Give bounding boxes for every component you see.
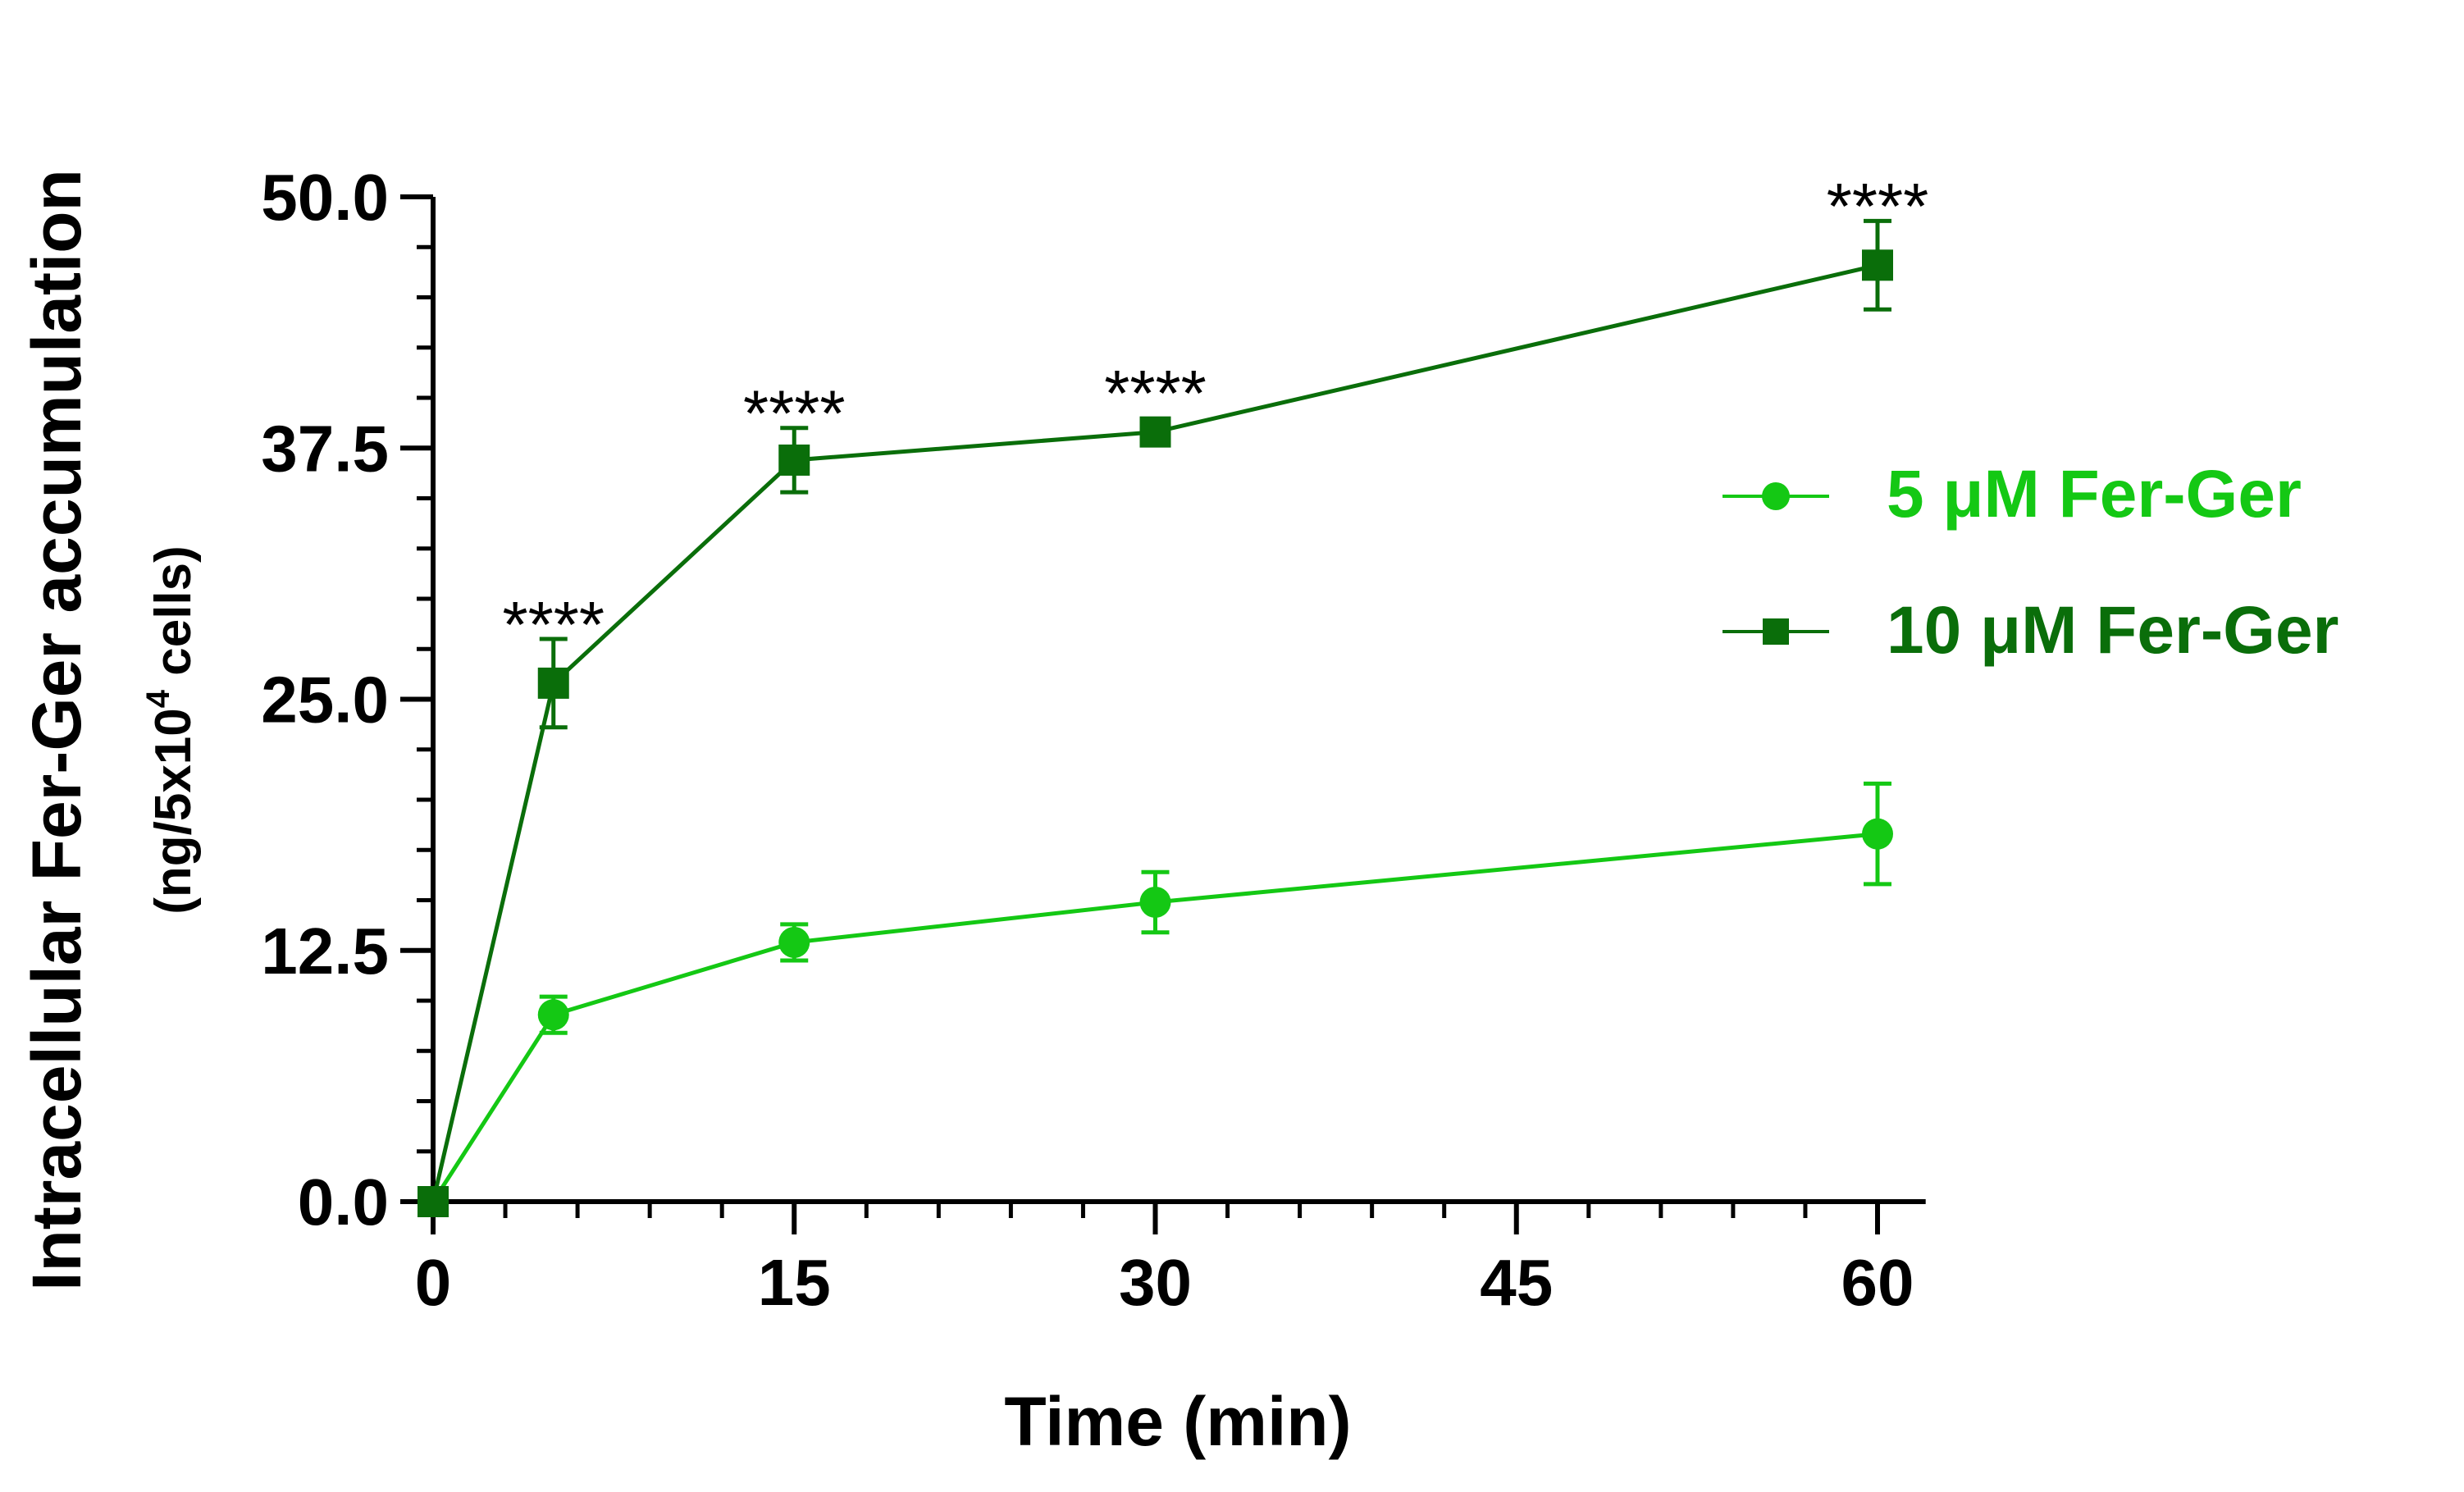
y-tick-label: 50.0 [261, 161, 389, 234]
legend: 5 μM Fer-Ger 10 μM Fer-Ger [1723, 457, 2339, 668]
y-axis-units-superscript: 4 [140, 689, 176, 708]
data-point [778, 444, 810, 476]
x-axis-label: Time (min) [1004, 1383, 1351, 1460]
y-tick-label: 37.5 [261, 412, 389, 485]
significance-label: **** [502, 588, 605, 661]
data-point [778, 926, 810, 958]
significance-label: **** [1827, 170, 1929, 243]
y-tick-label: 25.0 [261, 664, 389, 737]
y-axis-units-suffix: cells) [145, 545, 202, 690]
data-point [1862, 818, 1893, 850]
annotations: **** **** **** **** [502, 170, 1928, 661]
data-point [537, 667, 569, 699]
y-axis-label-line1: Intracellular Fer-Ger accumulation [18, 169, 95, 1291]
legend-item-10um: 10 μM Fer-Ger [1723, 593, 2339, 668]
x-tick-label: 45 [1480, 1246, 1553, 1319]
ticks: 0.0 12.5 25.0 37.5 50.0 0 15 30 45 60 [261, 161, 1914, 1319]
legend-item-5um: 5 μM Fer-Ger [1723, 457, 2302, 532]
data-point [1139, 416, 1171, 448]
data-point [418, 1186, 449, 1217]
legend-10um-marker [1763, 618, 1789, 645]
y-axis-units-prefix: (ng/5x10 [145, 708, 202, 915]
y-axis-label: Intracellular Fer-Ger accumulation [18, 169, 95, 1291]
x-tick-label: 15 [758, 1246, 831, 1319]
y-axis-label-line2: (ng/5x104 cells) [140, 545, 202, 915]
significance-label: **** [743, 377, 846, 450]
series-layer [418, 218, 1893, 1217]
x-tick-label: 60 [1841, 1246, 1914, 1319]
legend-10um-label: 10 μM Fer-Ger [1887, 593, 2339, 668]
data-point [537, 999, 569, 1031]
data-point [1139, 886, 1171, 918]
y-tick-label: 12.5 [261, 915, 389, 988]
x-tick-label: 30 [1119, 1246, 1192, 1319]
series-1 [418, 218, 1893, 1217]
series-0 [418, 781, 1893, 1217]
y-axis-label-units: (ng/5x104 cells) [140, 545, 202, 915]
legend-5um-label: 5 μM Fer-Ger [1887, 457, 2302, 532]
axes [431, 197, 1926, 1204]
y-tick-label: 0.0 [298, 1166, 389, 1239]
significance-label: **** [1104, 357, 1207, 430]
legend-5um-marker [1762, 482, 1790, 510]
data-point [1862, 249, 1893, 281]
x-tick-label: 0 [415, 1246, 452, 1319]
